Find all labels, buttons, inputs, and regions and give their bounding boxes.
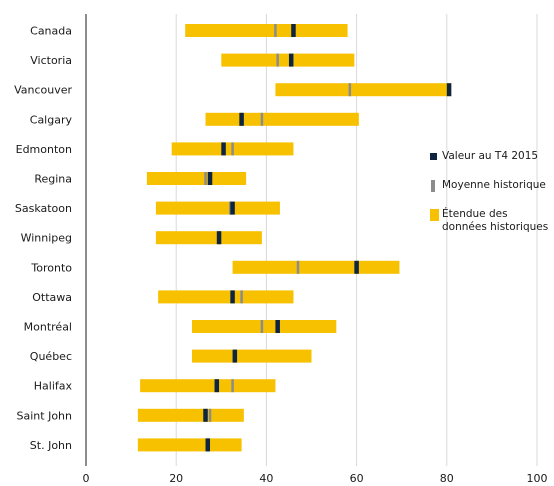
range-bar-ottawa: [158, 290, 294, 304]
value-mark-canada: [291, 24, 296, 37]
legend-swatch-range: [430, 209, 439, 221]
mean-mark-toronto: [296, 260, 300, 274]
mean-mark-halifax: [231, 379, 234, 393]
category-label-ottawa: Ottawa: [32, 291, 72, 304]
category-label-montr-al: Montréal: [24, 321, 72, 334]
range-bars: [137, 24, 452, 452]
value-mark-halifax: [214, 379, 220, 393]
mean-mark-vancouver: [348, 83, 352, 97]
category-label-winnipeg: Winnipeg: [21, 232, 72, 245]
range-bar-winnipeg: [155, 231, 262, 245]
x-tick-label-40: 40: [259, 472, 273, 485]
legend-label-range-1: Étendue des: [442, 208, 508, 220]
x-tick-label-80: 80: [440, 472, 454, 485]
range-bar-qu-bec: [191, 349, 312, 363]
value-mark-calgary: [239, 112, 244, 126]
value-mark-victoria: [288, 53, 294, 67]
range-bar-saint-john: [137, 408, 244, 422]
mean-mark-ottawa: [240, 290, 243, 304]
category-label-st-john: St. John: [30, 439, 72, 452]
category-label-qu-bec: Québec: [30, 350, 72, 363]
x-tick-label-20: 20: [169, 472, 183, 485]
value-mark-toronto: [354, 260, 359, 274]
legend: Valeur au T4 2015 Moyenne historique Éte…: [430, 150, 548, 250]
category-label-halifax: Halifax: [34, 380, 73, 393]
range-bar-montr-al: [191, 320, 337, 333]
range-bar-regina: [146, 172, 247, 185]
range-bar-halifax: [140, 379, 276, 393]
legend-label-mean: Moyenne historique: [442, 179, 546, 191]
value-mark-saint-john: [203, 408, 208, 422]
mean-mark-saskatoon: [229, 201, 232, 215]
value-mark-vancouver: [446, 83, 452, 97]
category-label-edmonton: Edmonton: [16, 143, 72, 156]
mean-mark-edmonton: [231, 142, 234, 156]
legend-item-mean: Moyenne historique: [430, 179, 548, 192]
legend-item-value: Valeur au T4 2015: [430, 150, 548, 163]
range-bar-toronto: [232, 260, 400, 274]
category-label-victoria: Victoria: [30, 54, 72, 67]
mean-mark-montr-al: [260, 320, 264, 333]
legend-label-value: Valeur au T4 2015: [442, 150, 539, 162]
legend-item-range: Étendue des données historiques: [430, 208, 548, 234]
value-mark-montr-al: [275, 320, 280, 333]
category-label-saskatoon: Saskatoon: [15, 202, 72, 215]
range-bar-st-john: [137, 438, 242, 452]
category-label-regina: Regina: [34, 173, 72, 186]
value-mark-ottawa: [230, 290, 235, 304]
mean-mark-regina: [204, 172, 207, 185]
legend-swatch-value: [430, 153, 437, 160]
value-mark-winnipeg: [216, 231, 222, 245]
value-marks: [203, 24, 452, 452]
x-tick-label-60: 60: [350, 472, 364, 485]
range-bar-canada: [185, 24, 348, 37]
value-mark-regina: [207, 172, 213, 185]
range-bar-victoria: [221, 53, 355, 67]
mean-mark-saint-john: [208, 408, 212, 422]
legend-swatch-mean: [431, 180, 435, 192]
value-mark-saskatoon: [230, 201, 235, 215]
value-mark-st-john: [205, 438, 211, 452]
mean-mark-calgary: [260, 112, 264, 126]
category-label-canada: Canada: [30, 25, 72, 38]
value-mark-qu-bec: [232, 349, 238, 363]
category-label-toronto: Toronto: [30, 261, 72, 274]
range-bar-vancouver: [275, 83, 452, 97]
mean-mark-victoria: [276, 53, 279, 67]
x-tick-label-100: 100: [527, 472, 548, 485]
category-labels: Canada Victoria Vancouver Calgary Edmonton Re…: [14, 25, 72, 452]
category-label-calgary: Calgary: [30, 113, 73, 126]
value-mark-edmonton: [221, 142, 226, 156]
range-bar-saskatoon: [155, 201, 280, 215]
x-tick-label-0: 0: [83, 472, 90, 485]
legend-label-range-2: données historiques: [442, 221, 549, 233]
category-label-vancouver: Vancouver: [14, 84, 72, 97]
category-label-saint-john: Saint John: [17, 409, 73, 422]
mean-mark-canada: [274, 24, 277, 37]
x-tick-labels: 0 20 40 60 80 100: [83, 472, 548, 485]
range-bar-calgary: [205, 112, 359, 126]
